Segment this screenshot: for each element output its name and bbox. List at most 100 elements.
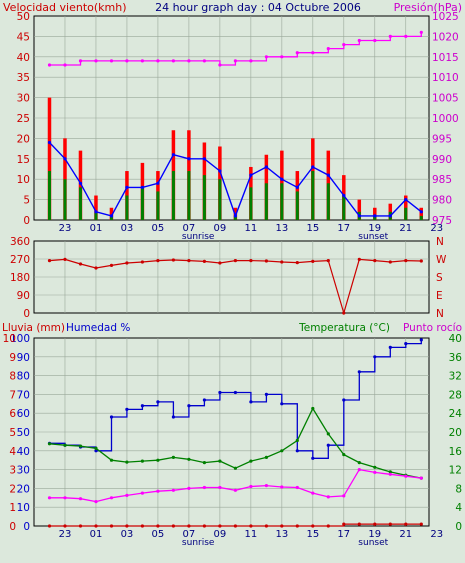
wind-mean-point	[326, 173, 330, 177]
y-tick-label: 30	[17, 465, 30, 477]
humidity-point	[202, 398, 206, 402]
temperature-point	[311, 406, 315, 411]
x-tick-label: 21	[399, 223, 412, 234]
humidity-point	[373, 355, 377, 359]
humidity-point	[109, 415, 114, 419]
y-tick-label-right: 20	[449, 427, 462, 439]
rain-point	[419, 522, 423, 526]
rain-tick-label: 3	[9, 465, 16, 477]
temperature-point	[109, 458, 114, 462]
temperature-point	[78, 444, 83, 448]
chart-title: 24 hour graph day : 04 Octubre 2006	[155, 1, 361, 14]
humidity-axis-title: Humedad %	[66, 322, 130, 334]
y-tick-label-right: 32	[449, 371, 462, 383]
humidity-point	[171, 415, 175, 419]
y-tick-label: 45	[17, 31, 30, 43]
rain-tick-label: 5	[9, 427, 16, 439]
y-tick-label-right: N	[436, 236, 444, 248]
pressure-point	[218, 63, 222, 67]
y-tick-label-right: 40	[449, 333, 462, 345]
y-tick-label-right: 1005	[432, 93, 459, 105]
wind-direction-point	[373, 259, 377, 263]
rain-tick-label: 7	[9, 389, 16, 401]
y-tick-label-right: 995	[432, 133, 452, 145]
temperature-axis-title: Temperatura (°C)	[298, 322, 390, 334]
wind-mean-point	[171, 153, 175, 157]
pressure-point	[342, 43, 346, 47]
wind-direction-point	[156, 259, 160, 263]
dewpoint-point	[342, 494, 346, 498]
pressure-point	[125, 59, 129, 63]
y-tick-label-right: 4	[455, 502, 462, 514]
humidity-point	[295, 449, 299, 453]
wind-direction-point	[171, 258, 175, 262]
pressure-point	[63, 63, 67, 67]
wind-mean-point	[280, 177, 284, 181]
wind-direction-point	[233, 259, 237, 263]
y-tick-label: 50	[17, 427, 30, 439]
wind-mean-point	[233, 214, 237, 218]
temperature-point	[357, 461, 361, 465]
y-tick-label-right: 28	[449, 389, 462, 401]
rain-point	[47, 524, 52, 528]
dewpoint-point	[233, 488, 237, 492]
wind-mean-point	[109, 214, 114, 218]
rain-tick-label: 1	[9, 502, 16, 514]
rain-tick-label: 9	[9, 352, 16, 364]
x-tick-label: 07	[183, 223, 196, 234]
wind-mean-point	[78, 181, 83, 185]
dewpoint-point	[357, 468, 361, 472]
rain-point	[295, 524, 299, 528]
rain-point	[326, 524, 330, 528]
y-tick-label: 0	[23, 521, 30, 533]
wind-direction-point	[404, 259, 408, 263]
dewpoint-point	[264, 484, 268, 488]
dewpoint-point	[156, 489, 160, 493]
x-tick-label: 07	[183, 529, 196, 540]
y-tick-label: 90	[17, 290, 30, 302]
dewpoint-point	[47, 496, 52, 500]
temperature-point	[218, 459, 222, 463]
pressure-point	[109, 59, 114, 63]
wind-mean-point	[357, 214, 361, 218]
y-tick-label: 20	[17, 133, 30, 145]
rain-point	[233, 524, 237, 528]
x-tick-label: 03	[121, 223, 134, 234]
x-tick-label: 01	[90, 529, 103, 540]
temperature-point	[388, 470, 392, 474]
wind-direction-point	[388, 260, 392, 264]
dewpoint-point	[404, 474, 408, 478]
dewpoint-point	[171, 488, 175, 492]
pressure-point	[404, 34, 408, 39]
y-tick-label-right: 1000	[432, 113, 459, 125]
x-tick-label: 13	[275, 223, 288, 234]
pressure-line	[49, 32, 422, 66]
pressure-point	[187, 59, 191, 63]
wind-direction-point	[326, 259, 330, 263]
y-tick-label: 15	[17, 154, 30, 166]
y-tick-label: 10	[17, 174, 30, 186]
y-tick-label-right: 36	[449, 352, 463, 364]
y-tick-label: 270	[10, 254, 30, 266]
sunset-label: sunset	[358, 232, 388, 242]
humidity-point	[326, 443, 330, 447]
wind-direction-line	[49, 258, 422, 316]
humidity-point	[419, 338, 423, 342]
humidity-point	[94, 449, 98, 453]
dewpoint-point	[280, 485, 284, 489]
y-tick-label: 5	[23, 195, 30, 207]
x-tick-label: 09	[214, 223, 227, 234]
pressure-point	[94, 59, 98, 63]
rain-tick-label: 10	[3, 333, 16, 345]
humidity-point	[233, 390, 237, 395]
rain-point	[373, 522, 377, 526]
wind-direction-point	[94, 266, 98, 270]
y-tick-label: 25	[17, 113, 30, 125]
dewpoint-point	[295, 485, 299, 490]
pressure-point	[311, 51, 315, 55]
wind-mean-point	[419, 210, 423, 214]
pressure-point	[264, 55, 268, 59]
x-tick-label: 23	[430, 529, 443, 540]
pressure-point	[249, 59, 253, 63]
y-tick-label: 70	[17, 389, 30, 401]
